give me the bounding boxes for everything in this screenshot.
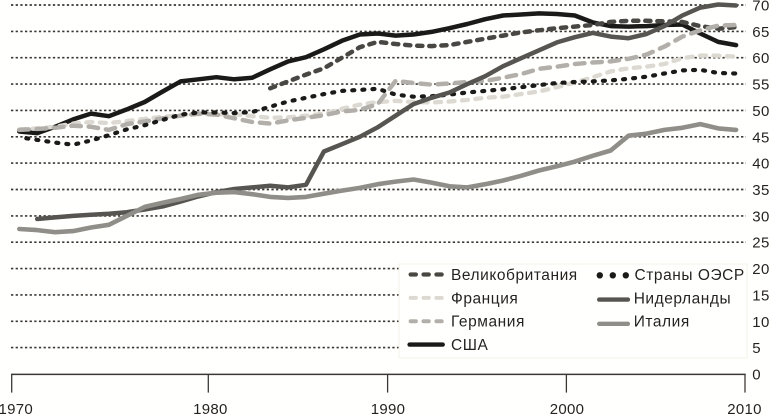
svg-text:50: 50	[752, 103, 770, 120]
svg-text:25: 25	[752, 235, 770, 252]
svg-text:1970: 1970	[0, 401, 33, 415]
svg-text:10: 10	[752, 314, 770, 331]
svg-text:35: 35	[752, 182, 770, 199]
svg-text:1980: 1980	[193, 401, 228, 415]
svg-text:2010: 2010	[727, 401, 762, 415]
svg-text:0: 0	[752, 367, 761, 384]
svg-text:Италия: Италия	[634, 314, 690, 331]
svg-text:40: 40	[752, 156, 770, 173]
svg-text:55: 55	[752, 77, 770, 94]
svg-text:США: США	[451, 337, 488, 354]
svg-text:20: 20	[752, 261, 770, 278]
svg-text:65: 65	[752, 24, 770, 41]
svg-text:2000: 2000	[550, 401, 585, 415]
svg-text:Великобритания: Великобритания	[451, 267, 578, 284]
svg-text:45: 45	[752, 129, 770, 146]
svg-text:Нидерланды: Нидерланды	[634, 290, 732, 307]
svg-text:5: 5	[752, 340, 761, 357]
svg-text:1990: 1990	[371, 401, 406, 415]
svg-text:15: 15	[752, 287, 770, 304]
svg-text:60: 60	[752, 50, 770, 67]
svg-text:Германия: Германия	[451, 314, 525, 331]
svg-text:70: 70	[752, 0, 770, 15]
svg-text:Франция: Франция	[451, 290, 518, 307]
svg-text:Страны ОЭСР: Страны ОЭСР	[635, 267, 745, 284]
svg-text:30: 30	[752, 208, 770, 225]
